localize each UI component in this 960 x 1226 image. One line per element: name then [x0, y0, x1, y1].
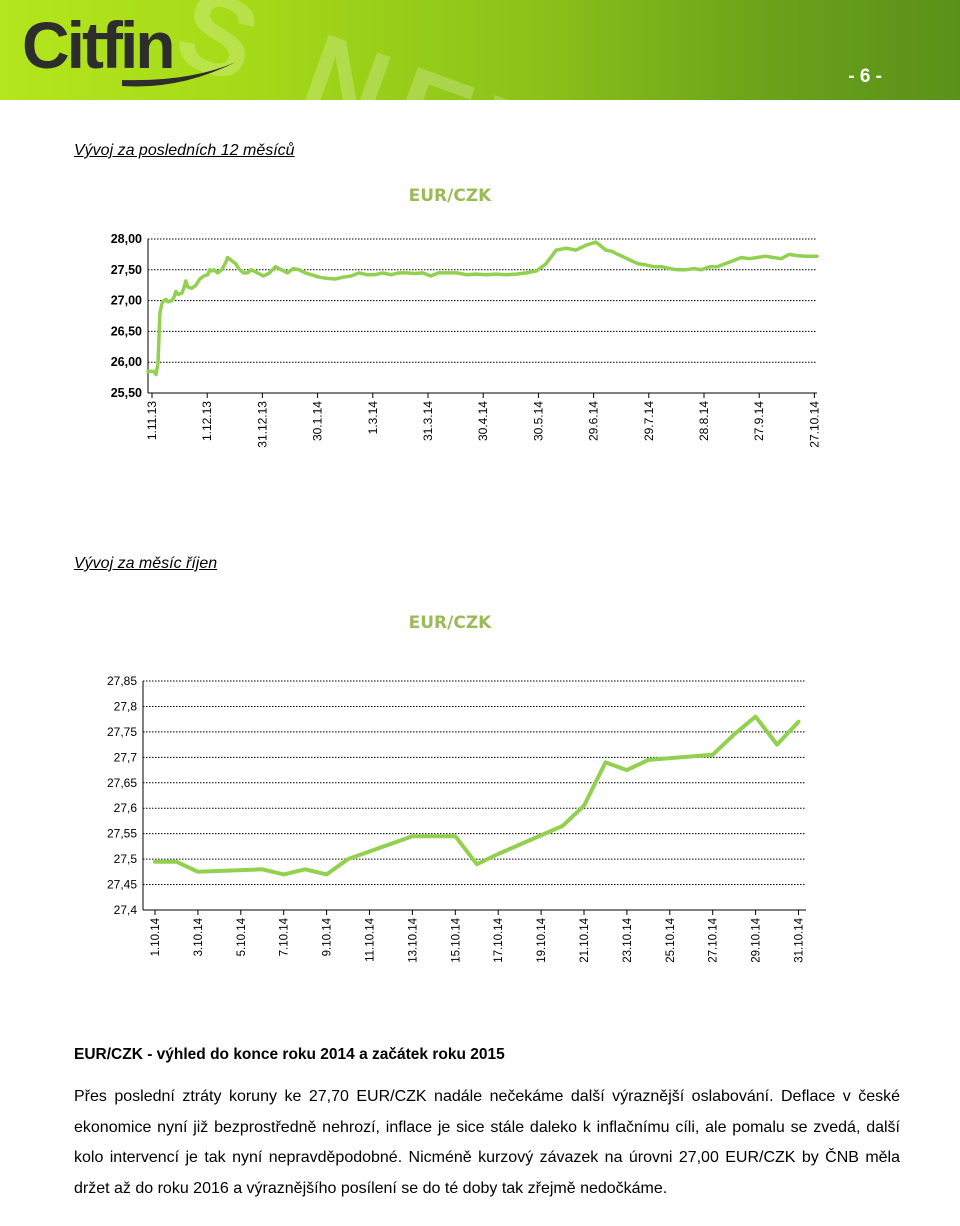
y-tick-label: 27,85 [107, 674, 137, 688]
chart1-title: EUR/CZK [408, 186, 492, 206]
chart-12-months: 28,00 27,50 27,00 26,50 26,00 25,501.11.13 1.1… [111, 232, 822, 448]
y-tick-label: 27,6 [114, 801, 138, 815]
x-tick-label: 1.3.14 [366, 401, 380, 435]
header-banner: S NEWS Citfin - 6 - [0, 0, 960, 100]
x-tick-label: 31.3.14 [421, 401, 435, 441]
y-tick-label: 27,4 [114, 903, 138, 917]
x-tick-label: 9.10.14 [322, 917, 334, 956]
series-line [153, 714, 801, 877]
x-tick-label: 30.1.14 [311, 401, 325, 441]
outlook-heading: EUR/CZK - výhled do konce roku 2014 a za… [74, 1046, 505, 1063]
citfin-logo: Citfin [22, 8, 176, 82]
banner-decoration: S NEWS [161, 0, 699, 100]
x-tick-label: 25.10.14 [665, 917, 677, 962]
x-tick-label: 29.10.14 [751, 917, 763, 962]
y-tick-label: 27,5 [114, 852, 138, 866]
x-tick-label: 3.10.14 [193, 917, 205, 956]
x-tick-label: 1.11.13 [145, 401, 159, 440]
x-tick-label: 29.7.14 [642, 401, 656, 441]
x-tick-label: 5.10.14 [236, 917, 248, 956]
x-tick-label: 28.8.14 [697, 401, 711, 441]
y-tick-label: 25,50 [111, 386, 142, 400]
y-tick-label: 26,50 [111, 324, 142, 338]
outlook-paragraph: Přes poslední ztráty koruny ke 27,70 EUR… [74, 1088, 900, 1197]
y-tick-label: 27,45 [107, 878, 137, 892]
x-tick-label: 11.10.14 [365, 917, 377, 962]
y-tick-label: 27,50 [111, 263, 142, 277]
x-tick-label: 13.10.14 [407, 917, 419, 962]
y-tick-label: 28,00 [111, 232, 142, 246]
section-title-october: Vývoj za měsíc říjen [74, 555, 218, 572]
y-tick-label: 27,7 [114, 750, 138, 764]
x-tick-label: 29.6.14 [587, 401, 601, 441]
y-tick-label: 26,00 [111, 355, 142, 369]
x-tick-label: 31.12.13 [255, 401, 269, 448]
x-tick-label: 30.5.14 [531, 401, 545, 441]
x-tick-label: 1.10.14 [150, 917, 162, 956]
y-tick-label: 27,75 [107, 725, 137, 739]
x-tick-label: 23.10.14 [622, 917, 634, 962]
chart-october: 27,85 27,8 27,75 27,7 27,65 27,6 27,55 27,5 27,4… [107, 674, 806, 963]
x-tick-label: 7.10.14 [279, 917, 291, 956]
x-tick-label: 21.10.14 [579, 917, 591, 962]
x-tick-label: 31.10.14 [794, 917, 806, 962]
x-tick-label: 30.4.14 [476, 401, 490, 441]
y-tick-label: 27,00 [111, 294, 142, 308]
y-tick-label: 27,55 [107, 827, 137, 841]
y-tick-label: 27,65 [107, 776, 137, 790]
x-tick-label: 19.10.14 [536, 917, 548, 962]
section-title-12-months: Vývoj za posledních 12 měsíců [74, 142, 295, 159]
y-tick-label: 27,8 [114, 699, 138, 713]
series-line [146, 240, 819, 377]
chart2-title: EUR/CZK [408, 613, 492, 633]
logo-swoosh-icon [122, 62, 236, 87]
x-tick-label: 15.10.14 [450, 917, 462, 962]
x-tick-label: 17.10.14 [493, 917, 505, 962]
x-tick-label: 27.10.14 [807, 401, 821, 448]
x-tick-label: 1.12.13 [200, 401, 214, 441]
x-tick-label: 27.10.14 [708, 917, 720, 962]
page-number: - 6 - [848, 66, 882, 87]
x-tick-label: 27.9.14 [752, 401, 766, 441]
